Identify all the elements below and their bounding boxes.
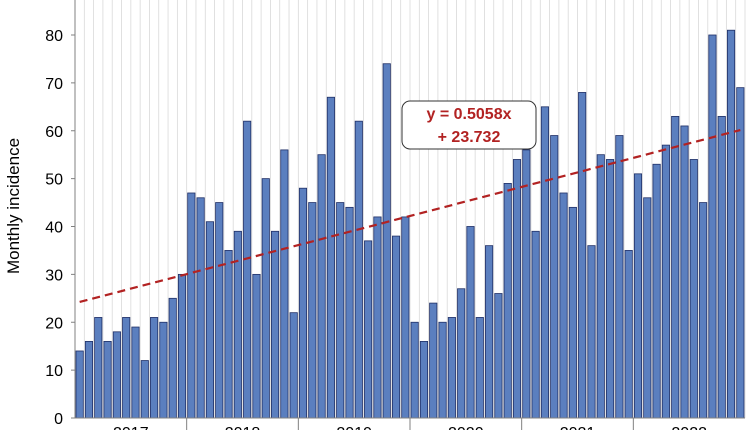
bar-61 [633,173,643,419]
bar-54 [568,206,577,419]
bar-36 [401,216,410,419]
bar-26 [308,202,317,419]
bar-69 [708,34,717,419]
y-tick-label-10: 10 [45,363,63,380]
bar-11 [168,297,177,419]
bar-18 [233,230,242,419]
bar-20 [252,273,261,419]
bar-50 [531,230,540,419]
bar-68 [699,202,708,419]
bar-7 [131,326,140,419]
bar-13 [187,192,196,419]
y-tick-label-30: 30 [45,267,63,284]
bar-24 [289,312,298,419]
bar-44 [475,317,484,419]
trendline [79,128,741,304]
bar-41 [447,317,456,419]
bar-15 [205,221,214,419]
bar-64 [661,144,670,419]
x-year-label-2020: 2020 [448,425,484,430]
bar-65 [671,115,680,419]
y-tick-label-60: 60 [45,124,63,141]
bar-70 [717,115,726,419]
bar-1 [75,350,84,419]
equation-box-frame [401,100,537,150]
bar-12 [177,273,187,419]
bar-17 [224,250,233,419]
bar-35 [391,235,401,419]
bar-5 [112,331,121,419]
bar-37 [410,321,419,419]
bar-31 [354,120,363,419]
y-tick-label-20: 20 [45,315,63,332]
bar-33 [373,216,382,419]
bar-60 [624,250,633,419]
equation-line-2: + 23.732 [438,129,501,146]
y-tick-label-0: 0 [54,411,63,428]
bar-49 [522,149,531,419]
bar-66 [680,125,689,419]
vertical-gridlines [74,0,746,418]
bar-10 [159,321,168,419]
axes-group: 0 10 20 30 40 50 60 70 80 2017 2018 2019 2020 2021 202… [45,0,745,430]
bar-16 [215,202,224,419]
y-tick-label-70: 70 [45,76,63,93]
bar-67 [689,159,698,419]
bar-52 [550,135,559,419]
bar-25 [298,187,308,419]
bar-48 [512,159,522,419]
bar-62 [643,197,652,419]
bar-9 [150,317,159,419]
bar-38 [419,340,429,419]
bar-28 [326,96,335,419]
x-year-label-2022: 2022 [671,425,707,430]
bar-59 [615,135,624,419]
bar-30 [345,206,354,419]
bar-57 [596,154,605,419]
bar-21 [261,178,270,419]
bar-8 [140,360,149,419]
bar-19 [243,120,252,419]
bar-6 [122,317,131,419]
bar-3 [94,317,103,419]
bar-34 [382,63,391,419]
x-year-label-2018: 2018 [225,425,261,430]
bar-63 [652,163,661,419]
bar-4 [103,340,112,419]
bar-71 [726,29,736,419]
bar-32 [364,240,373,419]
x-year-label-2019: 2019 [336,425,372,430]
bar-39 [429,302,438,419]
bar-40 [438,321,447,419]
bar-14 [196,197,205,419]
bar-72 [736,87,745,419]
bar-45 [485,245,494,419]
x-year-label-2021: 2021 [560,425,596,430]
bar-42 [457,288,466,419]
bar-53 [559,192,568,419]
y-tick-label-80: 80 [45,28,63,45]
bar-46 [494,293,503,419]
bar-58 [606,159,615,419]
trendline-equation-box: y = 0.5058x + 23.732 [401,100,537,150]
bar-47 [503,183,512,419]
bar-27 [317,154,326,419]
bar-55 [578,92,587,419]
equation-line-1: y = 0.5058x [427,106,512,123]
bar-23 [280,149,289,419]
y-axis-label: Monthly incidence [4,138,23,274]
bar-43 [466,226,475,419]
x-year-label-2017: 2017 [113,425,149,430]
bar-22 [271,230,280,419]
bar-51 [540,106,549,419]
y-tick-label-50: 50 [45,172,63,189]
bar-2 [84,340,94,419]
y-tick-label-40: 40 [45,220,63,237]
trendline-group [79,128,741,304]
bar-56 [587,245,596,419]
